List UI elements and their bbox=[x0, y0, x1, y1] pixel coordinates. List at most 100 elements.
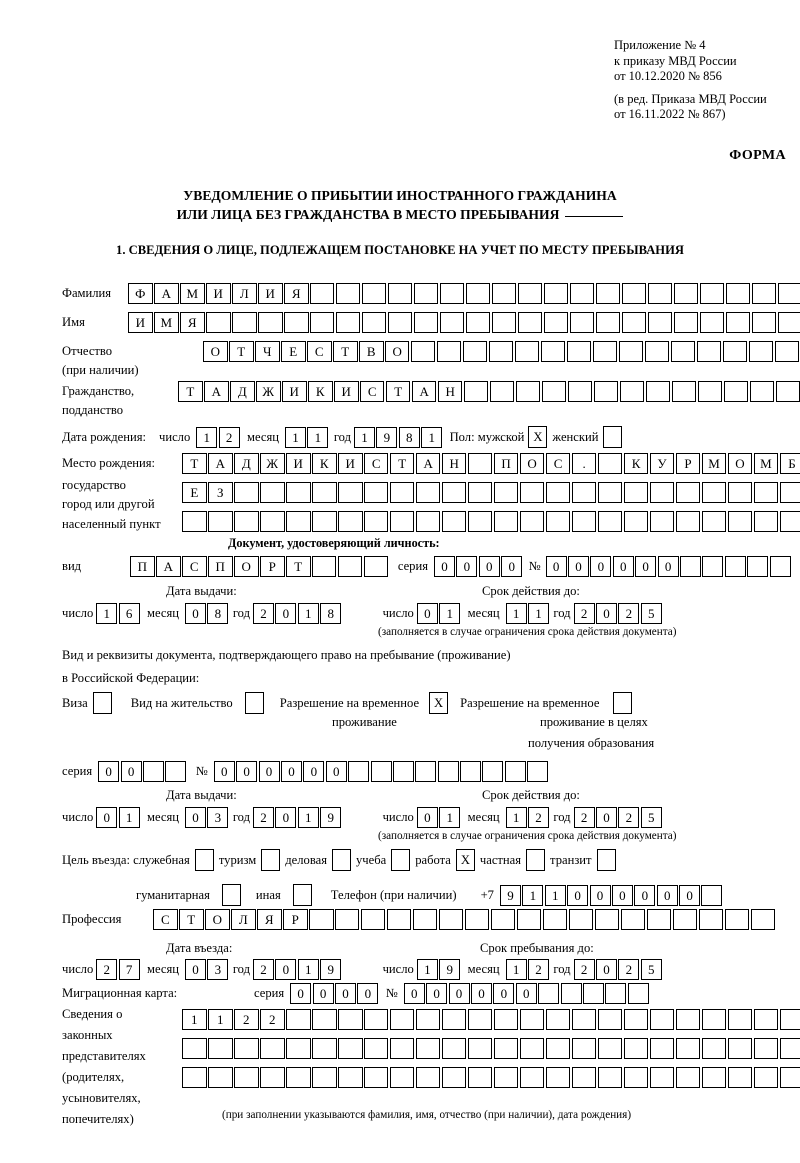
form-cell[interactable] bbox=[491, 312, 517, 333]
form-cell[interactable]: Я bbox=[283, 283, 309, 304]
form-cell[interactable] bbox=[363, 482, 389, 503]
form-cell[interactable] bbox=[597, 453, 623, 474]
form-cell[interactable]: 1 bbox=[297, 807, 319, 828]
form-cell[interactable] bbox=[283, 312, 309, 333]
form-cell[interactable] bbox=[779, 1009, 800, 1030]
form-cell[interactable] bbox=[779, 511, 800, 532]
form-cell[interactable] bbox=[623, 482, 649, 503]
form-cell[interactable]: Т bbox=[182, 453, 207, 474]
form-cell[interactable] bbox=[519, 1009, 545, 1030]
form-cell[interactable] bbox=[618, 341, 644, 362]
form-cell[interactable] bbox=[233, 1038, 259, 1059]
form-cell[interactable] bbox=[582, 983, 604, 1004]
form-cell[interactable] bbox=[777, 283, 800, 304]
form-cell[interactable] bbox=[519, 1038, 545, 1059]
form-cell[interactable]: 2 bbox=[573, 603, 595, 624]
form-cell[interactable] bbox=[464, 909, 490, 930]
form-cell[interactable]: 1 bbox=[522, 884, 544, 906]
form-cell[interactable] bbox=[309, 283, 335, 304]
form-cell[interactable] bbox=[671, 381, 697, 402]
form-cell[interactable]: А bbox=[153, 283, 179, 304]
form-cell[interactable] bbox=[467, 1067, 493, 1088]
form-cell[interactable]: 0 bbox=[635, 556, 657, 577]
form-cell[interactable]: С bbox=[153, 909, 178, 930]
form-cell[interactable] bbox=[441, 1067, 467, 1088]
form-cell[interactable] bbox=[647, 312, 673, 333]
form-cell[interactable]: 1 bbox=[297, 603, 319, 624]
form-cell[interactable]: В bbox=[358, 341, 384, 362]
form-cell[interactable] bbox=[597, 482, 623, 503]
form-cell[interactable] bbox=[727, 482, 753, 503]
form-cell[interactable]: 0 bbox=[657, 556, 679, 577]
form-cell[interactable] bbox=[675, 1038, 701, 1059]
form-cell[interactable]: 1 bbox=[421, 426, 443, 448]
form-cell[interactable]: 0 bbox=[656, 884, 678, 906]
form-cell[interactable]: Т bbox=[285, 556, 311, 577]
form-cell[interactable] bbox=[727, 1009, 753, 1030]
form-cell[interactable]: 1 bbox=[207, 1009, 233, 1030]
form-cell[interactable]: 0 bbox=[456, 556, 478, 577]
form-cell[interactable]: 1 bbox=[196, 426, 218, 448]
form-cell[interactable] bbox=[673, 312, 699, 333]
sex-female-checkbox[interactable] bbox=[603, 426, 623, 448]
form-cell[interactable]: 0 bbox=[568, 556, 589, 577]
form-cell[interactable] bbox=[311, 482, 337, 503]
form-cell[interactable] bbox=[285, 1067, 311, 1088]
form-cell[interactable] bbox=[335, 312, 361, 333]
form-cell[interactable]: 0 bbox=[416, 807, 438, 828]
form-cell[interactable] bbox=[701, 1038, 727, 1059]
form-cell[interactable] bbox=[311, 1038, 337, 1059]
form-cell[interactable] bbox=[441, 1038, 467, 1059]
form-cell[interactable] bbox=[696, 341, 722, 362]
form-cell[interactable]: 0 bbox=[96, 807, 118, 828]
form-cell[interactable] bbox=[363, 1009, 389, 1030]
form-cell[interactable]: 1 bbox=[439, 603, 461, 624]
form-cell[interactable] bbox=[410, 341, 436, 362]
visa-checkbox[interactable] bbox=[92, 692, 112, 714]
form-cell[interactable] bbox=[182, 1038, 207, 1059]
form-cell[interactable]: 2 bbox=[618, 807, 640, 828]
form-cell[interactable]: И bbox=[257, 283, 283, 304]
form-cell[interactable] bbox=[747, 556, 769, 577]
form-cell[interactable]: И bbox=[333, 381, 359, 402]
form-cell[interactable] bbox=[646, 909, 672, 930]
birthplace-row-3-cells[interactable] bbox=[182, 511, 800, 532]
form-cell[interactable] bbox=[517, 312, 543, 333]
form-cell[interactable] bbox=[389, 1067, 415, 1088]
form-cell[interactable] bbox=[542, 909, 568, 930]
form-cell[interactable]: Т bbox=[332, 341, 358, 362]
form-cell[interactable] bbox=[649, 511, 675, 532]
form-cell[interactable]: 3 bbox=[207, 959, 229, 980]
form-cell[interactable]: 0 bbox=[478, 556, 500, 577]
form-cell[interactable] bbox=[337, 1067, 363, 1088]
form-cell[interactable]: 2 bbox=[528, 807, 549, 828]
form-cell[interactable]: 0 bbox=[357, 983, 379, 1004]
representatives-row-2-cells[interactable] bbox=[182, 1038, 800, 1059]
form-cell[interactable] bbox=[750, 909, 776, 930]
form-cell[interactable]: 2 bbox=[528, 959, 549, 980]
form-cell[interactable] bbox=[649, 1067, 675, 1088]
form-cell[interactable] bbox=[627, 983, 649, 1004]
form-cell[interactable] bbox=[259, 1067, 285, 1088]
form-cell[interactable]: Р bbox=[282, 909, 308, 930]
form-cell[interactable]: 2 bbox=[618, 603, 640, 624]
form-cell[interactable]: 0 bbox=[501, 556, 523, 577]
form-cell[interactable]: О bbox=[519, 453, 545, 474]
form-cell[interactable]: 2 bbox=[618, 959, 640, 980]
form-cell[interactable] bbox=[569, 283, 595, 304]
form-cell[interactable]: И bbox=[281, 381, 307, 402]
form-cell[interactable]: 0 bbox=[611, 884, 633, 906]
form-cell[interactable] bbox=[309, 312, 335, 333]
form-cell[interactable] bbox=[142, 761, 164, 782]
form-cell[interactable] bbox=[285, 1009, 311, 1030]
form-cell[interactable]: Ч bbox=[254, 341, 280, 362]
form-cell[interactable]: И bbox=[128, 312, 153, 333]
form-cell[interactable]: 1 bbox=[505, 959, 527, 980]
form-cell[interactable]: 0 bbox=[303, 761, 325, 782]
